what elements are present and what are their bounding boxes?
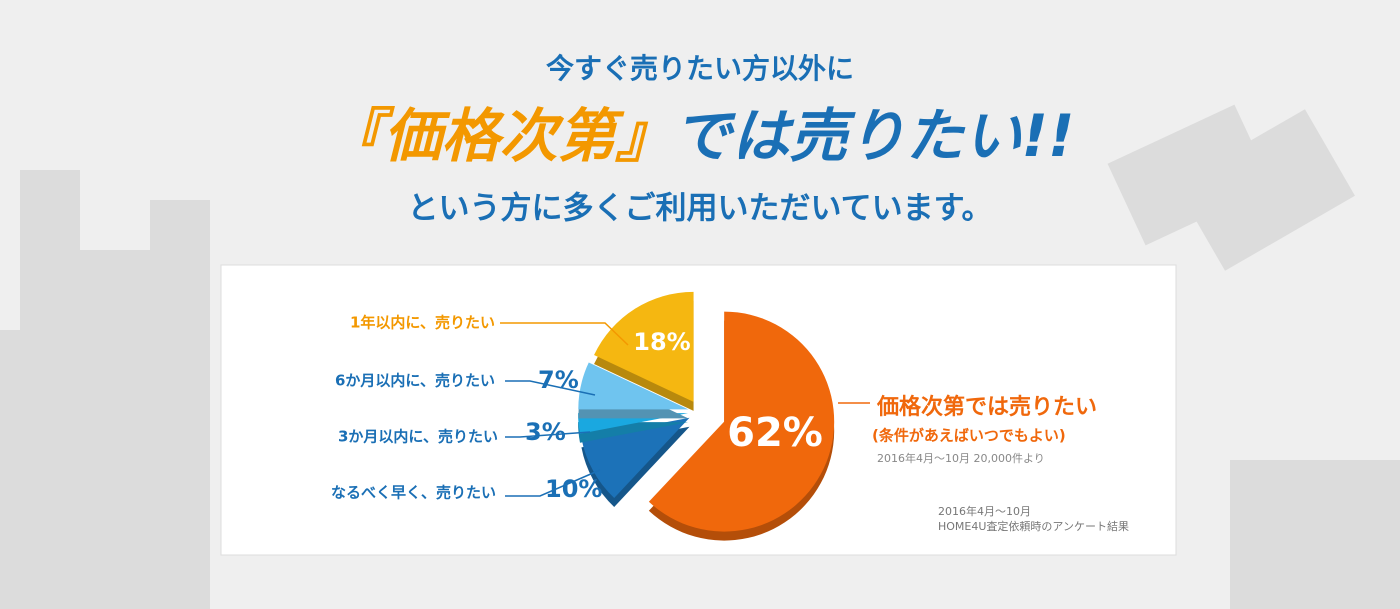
leader-line bbox=[505, 469, 601, 497]
annotation: (条件があえばいつでもよい) bbox=[872, 427, 1066, 445]
value-label: 62% bbox=[727, 410, 823, 456]
leader-line bbox=[500, 322, 629, 346]
pie bbox=[578, 291, 835, 541]
category-label: 1年以内に、売りたい bbox=[350, 314, 495, 332]
headline-2: 『価格次第』では売りたい!! bbox=[326, 102, 1075, 170]
source-note: 2016年4月～10月 bbox=[938, 504, 1031, 518]
pie-slice bbox=[594, 291, 694, 402]
pie-slice bbox=[581, 417, 690, 498]
source-note: HOME4U査定依頼時のアンケート結果 bbox=[938, 519, 1129, 533]
headline-highlight: 『価格次第』 bbox=[326, 102, 674, 170]
headline-rest: では売りたい!! bbox=[674, 102, 1075, 170]
background-decoration bbox=[0, 104, 1400, 609]
annotation: 2016年4月～10月 20,000件より bbox=[877, 451, 1045, 465]
value-label: 7% bbox=[538, 366, 579, 394]
pie-slice bbox=[578, 362, 689, 410]
headline-1: 今すぐ売りたい方以外に bbox=[546, 52, 854, 85]
category-label: 6か月以内に、売りたい bbox=[335, 372, 495, 390]
category-label: なるべく早く、売りたい bbox=[331, 484, 496, 502]
headline-3: という方に多くご利用いただいています。 bbox=[408, 191, 993, 227]
leader-line bbox=[505, 380, 596, 396]
category-label: 価格次第では売りたい bbox=[876, 394, 1097, 420]
value-label: 18% bbox=[633, 328, 690, 356]
category-label: 3か月以内に、売りたい bbox=[338, 428, 498, 446]
value-label: 10% bbox=[545, 475, 602, 503]
value-label: 3% bbox=[525, 418, 566, 446]
leader-line bbox=[505, 431, 591, 438]
pie-slice bbox=[648, 311, 835, 532]
